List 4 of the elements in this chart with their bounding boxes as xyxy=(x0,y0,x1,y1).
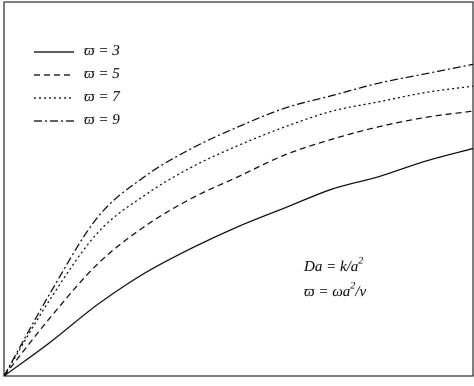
legend-label: ϖ = 3 xyxy=(84,42,120,61)
legend-label: ϖ = 5 xyxy=(84,65,120,84)
legend-label: ϖ = 9 xyxy=(84,111,120,130)
legend-label: ϖ = 7 xyxy=(84,88,120,107)
